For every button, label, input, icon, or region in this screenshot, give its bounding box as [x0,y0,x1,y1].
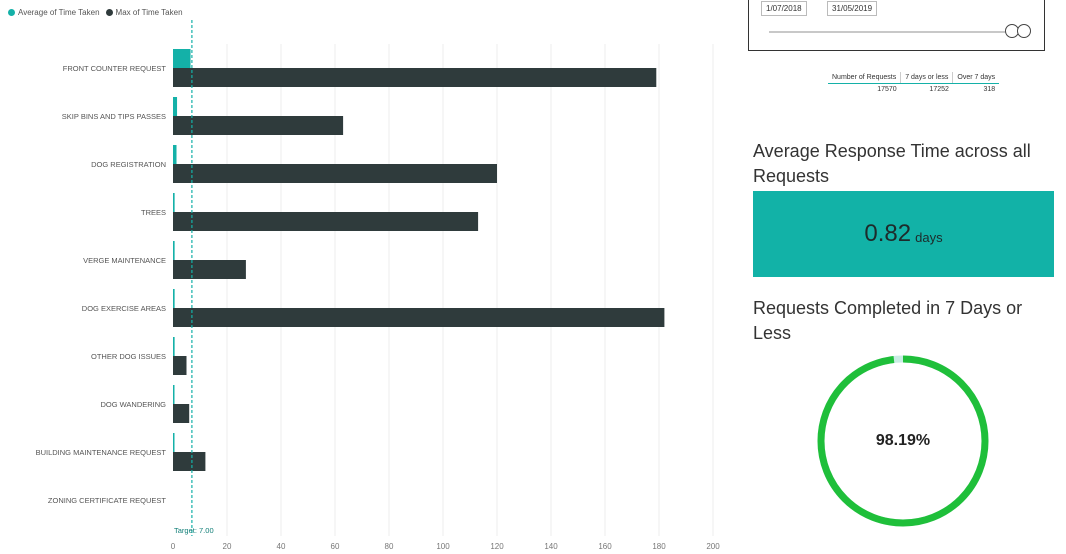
x-tick-label: 200 [706,542,720,551]
category-label: OTHER DOG ISSUES [91,352,166,361]
bar-max [173,212,479,231]
bar-max [173,356,187,375]
completed-donut-gauge [817,355,989,527]
cell-over-7-days: 318 [983,86,996,93]
bar-max [173,452,206,471]
x-tick-label: 60 [331,542,340,551]
bar-average [173,97,178,116]
x-tick-label: 80 [385,542,394,551]
time-taken-bar-chart: 0 20 40 60 80 100 120 140 160 180 200 FRONT COUNTER… [36,20,720,551]
avg-response-unit: days [915,229,943,245]
header-number-of-requests: Number of Requests [828,72,901,84]
cell-number-of-requests: 17570 [877,86,897,93]
legend-swatch-average [8,9,15,16]
bar-average [173,337,175,356]
header-over-7-days: Over 7 days [952,72,1000,84]
date-slider-track[interactable] [769,31,1005,33]
x-tick-label: 120 [490,542,504,551]
category-label: TREES [141,208,166,217]
bar-max [173,404,190,423]
legend-item-average[interactable]: Average of Time Taken [8,8,100,17]
target-label: Target: 7.00 [174,526,214,535]
category-label: SKIP BINS AND TIPS PASSES [62,112,166,121]
avg-response-card: 0.82 days [753,191,1054,277]
bar-max [173,68,657,87]
category-label: FRONT COUNTER REQUEST [63,64,167,73]
header-7-days-or-less: 7 days or less [900,72,953,84]
legend-item-max[interactable]: Max of Time Taken [105,8,183,17]
completed-value: 98.19% [875,432,931,449]
date-range-slicer: 1/07/2018 31/05/2019 [748,0,1045,51]
bar-average [173,241,175,260]
x-tick-label: 140 [544,542,558,551]
date-slider-end-handle[interactable] [1017,24,1031,38]
bar-average [173,145,177,164]
bar-average [173,49,191,68]
start-date-field[interactable]: 1/07/2018 [761,1,807,16]
gauge-value-arc [817,355,989,527]
x-tick-label: 180 [652,542,666,551]
x-tick-label: 160 [598,542,612,551]
category-label: DOG EXERCISE AREAS [82,304,166,313]
legend-label-average: Average of Time Taken [18,8,100,17]
bar-average [173,433,175,452]
category-label: DOG WANDERING [100,400,166,409]
bar-average [173,385,175,404]
bar-max [173,308,665,327]
completed-title: Requests Completed in 7 Days or Less [753,298,1023,343]
category-label: DOG REGISTRATION [91,160,166,169]
bar-average [173,289,175,308]
end-date-field[interactable]: 31/05/2019 [827,1,878,16]
bar-average [173,193,175,212]
table-row: 17570 17252 318 [828,84,999,96]
category-label: BUILDING MAINTENANCE REQUEST [36,448,167,457]
bar-max [173,260,246,279]
chart-legend: Average of Time Taken Max of Time Taken [8,8,183,17]
legend-swatch-max [105,9,113,16]
x-tick-label: 20 [223,542,232,551]
legend-label-max: Max of Time Taken [115,8,183,17]
x-tick-label: 0 [171,542,176,551]
category-label: ZONING CERTIFICATE REQUEST [48,496,166,505]
request-summary-table: Number of Requests 7 days or less Over 7… [828,72,1000,96]
cell-7-days-or-less: 17252 [929,86,949,93]
bar-max [173,164,497,183]
x-tick-label: 100 [436,542,450,551]
x-tick-label: 40 [277,542,286,551]
bar-max [173,116,344,135]
avg-response-title: Average Response Time across all Request… [753,141,1031,186]
avg-response-value: 0.82 [864,220,912,247]
category-label: VERGE MAINTENANCE [83,256,166,265]
